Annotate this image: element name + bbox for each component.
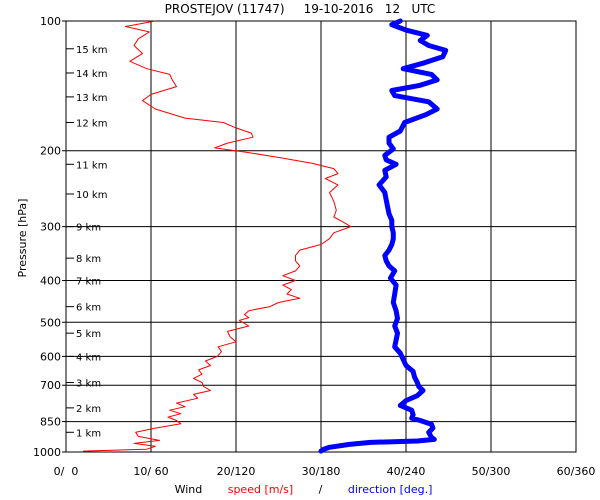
y-tick-labels: 100 200 300 400 500 600 700 850 1000: [33, 15, 61, 459]
x-axis-label: Wind speed [m/s] / direction [deg.]: [157, 483, 443, 496]
series-speed-line: [82, 20, 352, 452]
height-label: 4 km: [76, 352, 101, 363]
y-tick-label: 600: [40, 350, 61, 363]
x-tick-label: 50/300: [472, 465, 511, 478]
x-axis-label-separator: /: [319, 483, 323, 496]
x-axis-label-prefix: Wind: [175, 483, 203, 496]
x-tick-label: 30/180: [302, 465, 341, 478]
height-label: 6 km: [76, 303, 101, 314]
y-tick-label: 200: [40, 145, 61, 158]
height-label: 7 km: [76, 276, 101, 287]
height-label: 9 km: [76, 223, 101, 234]
height-label: 10 km: [76, 190, 107, 201]
y-tick-label: 850: [40, 416, 61, 429]
y-tick-label: 100: [40, 15, 61, 28]
x-tick-label: 20/120: [217, 465, 256, 478]
x-tick-labels: 0/ 0 10/ 60 20/120 30/180 40/240 50/300 60/360: [54, 465, 596, 478]
height-label: 12 km: [76, 119, 107, 130]
y-tick-label: 500: [40, 316, 61, 329]
height-label: 11 km: [76, 160, 107, 171]
height-label: 2 km: [76, 404, 101, 415]
x-axis-label-direction: direction [deg.]: [348, 483, 433, 496]
y-axis-label: Pressure [hPa]: [16, 199, 29, 278]
y-tick-label: 300: [40, 221, 61, 234]
y-tick-label: 400: [40, 274, 61, 287]
y-tick-label: 1000: [33, 446, 61, 459]
x-tick-label: 10/ 60: [133, 465, 168, 478]
series-direction-line: [318, 18, 449, 454]
height-label: 1 km: [76, 428, 101, 439]
series-layer: [82, 18, 449, 454]
chart-title: PROSTEJOV (11747) 19-10-2016 12 UTC: [165, 2, 436, 16]
height-label: 15 km: [76, 45, 107, 56]
x-tick-label: 60/360: [557, 465, 596, 478]
height-label: 14 km: [76, 69, 107, 80]
grid: [62, 20, 577, 453]
x-tick-label: 40/240: [387, 465, 426, 478]
height-label: 8 km: [76, 254, 101, 265]
height-label: 3 km: [76, 379, 101, 390]
height-labels: 15 km 14 km 13 km 12 km 11 km 10 km 9 km 8 km 7 …: [66, 45, 107, 439]
height-label: 5 km: [76, 329, 101, 340]
height-label: 13 km: [76, 93, 107, 104]
x-axis-label-speed: speed [m/s]: [228, 483, 293, 496]
x-tick-label: 0/ 0: [54, 465, 79, 478]
y-tick-label: 700: [40, 379, 61, 392]
